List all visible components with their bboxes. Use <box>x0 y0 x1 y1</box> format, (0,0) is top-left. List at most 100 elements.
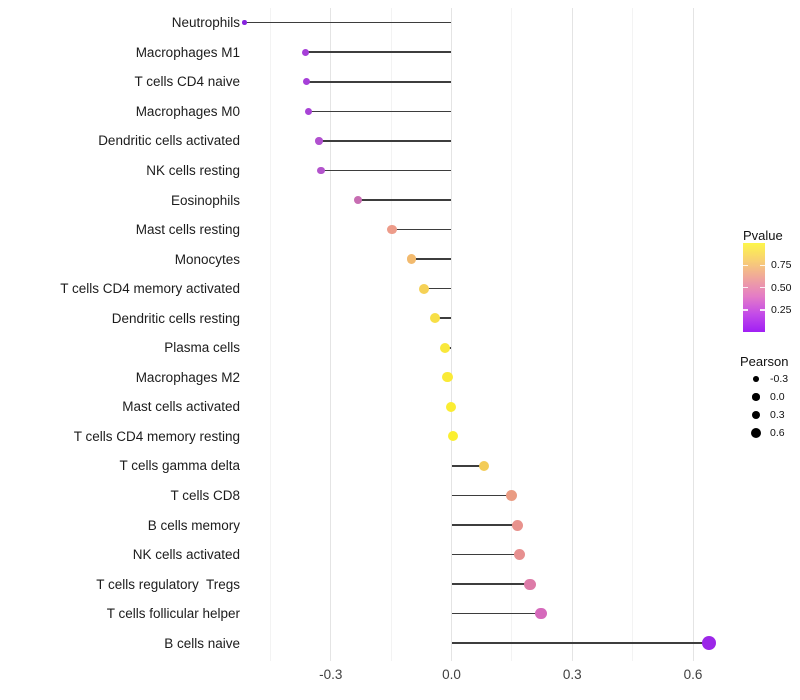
data-point <box>512 519 524 531</box>
gridline-major <box>571 8 573 661</box>
x-tick-label: 0.0 <box>442 667 461 682</box>
lollipop-stem <box>308 110 452 113</box>
lollipop-stem <box>451 642 710 645</box>
data-point <box>442 372 453 383</box>
category-label: T cells CD4 naive <box>134 74 240 90</box>
category-label: NK cells activated <box>132 547 240 563</box>
size-legend-dot <box>751 410 761 420</box>
data-point <box>478 460 490 472</box>
data-point <box>406 254 417 264</box>
category-label: B cells naive <box>164 635 240 651</box>
data-point <box>430 313 441 324</box>
category-label: Mast cells activated <box>122 399 240 415</box>
lollipop-stem <box>424 287 452 290</box>
gridline-major <box>451 8 452 661</box>
category-label: T cells regulatory Tregs <box>96 576 240 592</box>
category-label: Monocytes <box>174 251 240 267</box>
data-point <box>304 107 313 115</box>
lollipop-stem <box>321 169 452 172</box>
data-point <box>317 166 325 175</box>
data-point <box>387 224 397 235</box>
category-label: T cells CD4 memory resting <box>73 428 240 444</box>
lollipop-stem <box>244 21 452 24</box>
x-tick-label: 0.6 <box>683 667 703 682</box>
size-legend-dot <box>751 428 761 438</box>
gridline-minor <box>269 8 271 661</box>
lollipop-stem <box>451 494 512 497</box>
size-legend-label: 0.6 <box>770 427 785 439</box>
data-point <box>241 20 247 25</box>
lollipop-stem <box>451 524 518 526</box>
gridline-major <box>692 8 694 661</box>
data-point <box>315 137 323 145</box>
x-tick-label: 0.3 <box>562 667 582 682</box>
category-label: NK cells resting <box>146 162 240 178</box>
colorbar-tick-label: 0.50 <box>771 281 792 294</box>
data-point <box>513 549 525 561</box>
data-point <box>353 195 363 205</box>
lollipop-stem <box>451 583 530 585</box>
size-legend-label: 0.3 <box>770 409 785 421</box>
data-point <box>419 283 430 294</box>
gridline-major <box>330 8 332 661</box>
data-point <box>302 78 310 86</box>
category-label: Plasma cells <box>164 340 240 356</box>
gridline-minor <box>390 8 392 661</box>
colorbar-tick <box>760 286 765 289</box>
lollipop-stem <box>305 51 452 54</box>
lollipop-stem <box>435 317 452 319</box>
data-point <box>702 636 717 651</box>
size-legend-label: -0.3 <box>770 373 789 385</box>
colorbar-tick <box>743 309 748 311</box>
lollipop-stem <box>391 228 452 231</box>
lollipop-stem <box>411 258 452 260</box>
data-point <box>447 431 458 442</box>
size-legend-dot <box>753 376 759 382</box>
data-point <box>524 578 536 590</box>
pvalue-legend-title: Pvalue <box>743 228 783 243</box>
category-label: Neutrophils <box>171 15 240 31</box>
lollipop-stem <box>319 140 452 142</box>
data-point <box>505 490 517 501</box>
category-label: T cells CD8 <box>170 488 240 503</box>
data-point <box>535 607 547 620</box>
lollipop-stem <box>451 612 541 615</box>
pearson-legend-title: Pearson <box>740 354 789 369</box>
colorbar-tick <box>743 264 748 266</box>
gridline-minor <box>511 8 513 661</box>
colorbar-tick <box>760 264 765 266</box>
size-legend-dot <box>752 393 760 401</box>
pvalue-colorbar <box>743 243 765 332</box>
x-tick-label: -0.3 <box>319 667 343 682</box>
size-legend-label: 0.0 <box>770 391 785 403</box>
category-label: Macrophages M0 <box>135 103 240 119</box>
gridline-minor <box>632 8 634 661</box>
lollipop-stem <box>451 465 485 467</box>
colorbar-tick-label: 0.75 <box>771 259 792 272</box>
data-point <box>440 342 451 353</box>
lollipop-stem <box>451 553 520 556</box>
category-label: Macrophages M2 <box>135 369 240 385</box>
category-label: Macrophages M1 <box>135 44 240 60</box>
category-label: Eosinophils <box>170 192 240 208</box>
category-label: T cells gamma delta <box>119 458 240 474</box>
category-label: Dendritic cells resting <box>111 310 240 326</box>
colorbar-tick-label: 0.25 <box>771 303 792 316</box>
category-label: Mast cells resting <box>135 222 240 238</box>
category-label: Dendritic cells activated <box>98 133 240 149</box>
lollipop-stem <box>306 81 452 83</box>
category-label: B cells memory <box>147 517 240 533</box>
data-point <box>302 48 310 56</box>
colorbar-tick <box>760 309 765 311</box>
colorbar-tick <box>743 286 748 289</box>
category-label: T cells follicular helper <box>106 606 240 622</box>
data-point <box>445 401 456 412</box>
lollipop-stem <box>358 199 452 201</box>
category-label: T cells CD4 memory activated <box>60 281 240 297</box>
